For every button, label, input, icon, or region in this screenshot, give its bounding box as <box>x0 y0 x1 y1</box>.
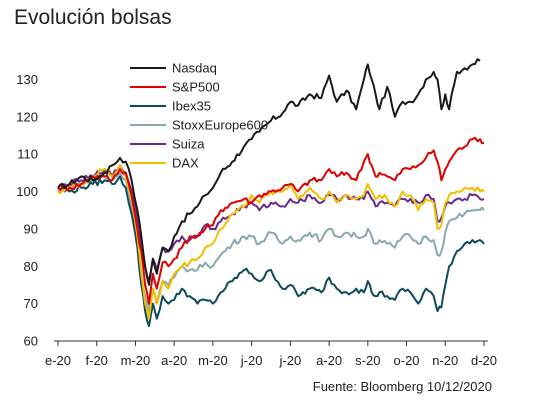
x-tick-label: n-20 <box>432 353 458 368</box>
y-tick-label: 110 <box>17 147 38 162</box>
x-tick-label: j-20 <box>279 353 302 368</box>
x-tick-label: m-20 <box>198 353 228 368</box>
x-tick-label: j-20 <box>240 353 263 368</box>
x-tick-label: a-20 <box>161 353 187 368</box>
axes: 60 70 80 90 100 110 120 130 e-20 f-20 m-20 a-20 m-20… <box>16 72 497 368</box>
legend: Nasdaq S&P500 Ibex35 StoxxEurope600 Suiza DAX <box>130 61 268 171</box>
y-tick-label: 60 <box>24 334 38 349</box>
x-tick-label: a-20 <box>316 353 342 368</box>
series-line-s-p500 <box>57 136 485 305</box>
series-line-nasdaq <box>57 58 481 286</box>
y-tick-label: 80 <box>24 259 38 274</box>
legend-label: S&P500 <box>172 80 220 95</box>
y-tick-label: 100 <box>16 184 38 199</box>
source-note: Fuente: Bloomberg 10/12/2020 <box>313 379 492 394</box>
x-tick-label: m-20 <box>121 353 151 368</box>
series-lines <box>57 58 485 328</box>
y-tick-label: 70 <box>24 296 38 311</box>
series-line-dax <box>57 164 485 320</box>
chart-title: Evolución bolsas <box>14 6 172 29</box>
series-line-ibex35 <box>57 175 485 328</box>
legend-label: StoxxEurope600 <box>172 118 268 133</box>
x-tick-label: f-20 <box>86 353 108 368</box>
series-line-stoxxeurope600 <box>57 171 485 313</box>
y-tick-label: 120 <box>16 109 38 124</box>
x-tick-label: o-20 <box>394 353 420 368</box>
x-tick-label: d-20 <box>471 353 497 368</box>
x-tick-label: e-20 <box>45 353 71 368</box>
legend-label: Suiza <box>172 137 205 152</box>
y-tick-label: 130 <box>16 72 38 87</box>
legend-label: Nasdaq <box>172 61 217 76</box>
x-tick-label: s-20 <box>355 353 380 368</box>
legend-label: DAX <box>172 156 199 171</box>
legend-label: Ibex35 <box>172 99 211 114</box>
y-tick-label: 90 <box>24 221 38 236</box>
